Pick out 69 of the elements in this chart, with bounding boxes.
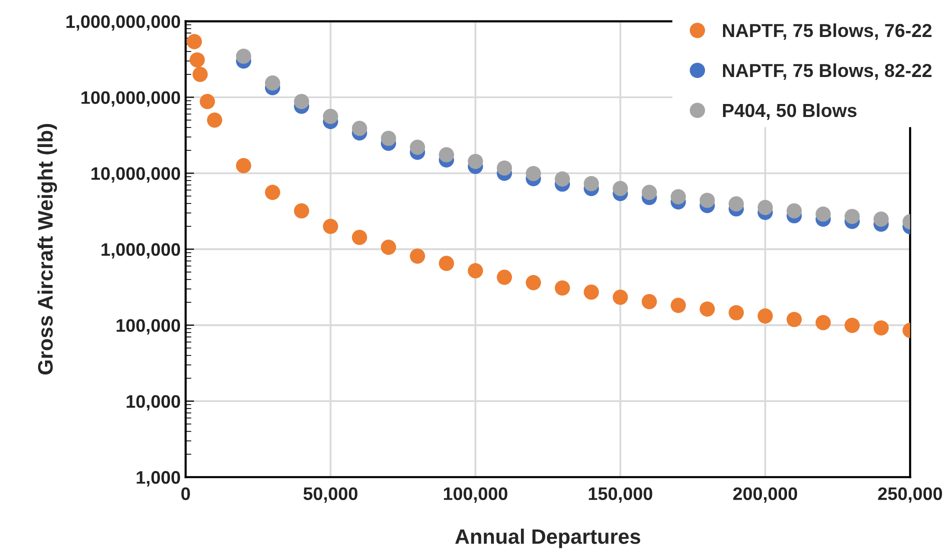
- point: [190, 52, 205, 68]
- point: [468, 263, 484, 278]
- point: [584, 284, 599, 300]
- x-tick-label: 50,000: [303, 487, 358, 503]
- point: [758, 200, 773, 216]
- point: [200, 94, 215, 110]
- point: [554, 280, 570, 296]
- point: [496, 160, 512, 176]
- point: [728, 196, 744, 212]
- point: [844, 208, 860, 224]
- point: [874, 211, 889, 227]
- point: [322, 218, 338, 234]
- point: [186, 34, 202, 50]
- point: [410, 248, 426, 264]
- point: [642, 184, 657, 200]
- point: [786, 312, 802, 328]
- point: [496, 270, 512, 285]
- x-axis-title: Annual Departures: [455, 528, 640, 548]
- point: [700, 301, 715, 317]
- point: [236, 48, 252, 64]
- point: [816, 315, 831, 330]
- x-tick-label: 200,000: [733, 487, 798, 503]
- point: [294, 94, 310, 110]
- x-tick-label: 150,000: [588, 487, 652, 503]
- point: [526, 275, 541, 290]
- point: [380, 130, 396, 146]
- point: [612, 180, 628, 196]
- point: [584, 176, 599, 192]
- x-tick-label: 100,000: [444, 487, 508, 503]
- point: [352, 230, 368, 246]
- point: [642, 294, 657, 310]
- point: [554, 171, 570, 187]
- point: [670, 189, 686, 204]
- point: [322, 108, 338, 124]
- point: [352, 120, 368, 136]
- point: [874, 320, 889, 336]
- y-tick-label: 1,000,000: [102, 243, 180, 259]
- legend-label: P404, 50 Blows: [723, 103, 856, 120]
- y-tick-label: 10,000: [126, 395, 180, 410]
- point: [816, 206, 831, 222]
- legend-label: NAPTF, 75 Blows, 76-22: [723, 23, 932, 40]
- point: [786, 203, 802, 218]
- point: [192, 66, 208, 82]
- x-tick-label: 250,000: [878, 487, 942, 503]
- point: [380, 240, 396, 255]
- point: [264, 184, 280, 200]
- point: [758, 308, 773, 324]
- point: [438, 147, 454, 162]
- point: [207, 112, 222, 128]
- y-tick-label: 10,000,000: [92, 167, 180, 183]
- y-tick-label: 100,000: [116, 319, 180, 335]
- point: [526, 166, 541, 182]
- point: [670, 298, 686, 314]
- point: [410, 140, 426, 155]
- y-tick-label: 1,000,000,000: [66, 15, 180, 31]
- point: [468, 154, 484, 170]
- y-tick-label: 1,000: [136, 471, 180, 486]
- point: [294, 203, 310, 218]
- point: [612, 290, 628, 305]
- point: [264, 75, 280, 91]
- point: [700, 192, 715, 208]
- point: [728, 305, 744, 320]
- legend-label: NAPTF, 75 Blows, 82-22: [723, 63, 932, 80]
- point: [236, 158, 252, 174]
- y-tick-label: 100,000,000: [82, 91, 180, 107]
- point: [438, 256, 454, 272]
- y-axis-title: Gross Aircraft Weight (lb): [37, 124, 57, 375]
- point: [844, 318, 860, 333]
- x-tick-label: 0: [181, 487, 190, 500]
